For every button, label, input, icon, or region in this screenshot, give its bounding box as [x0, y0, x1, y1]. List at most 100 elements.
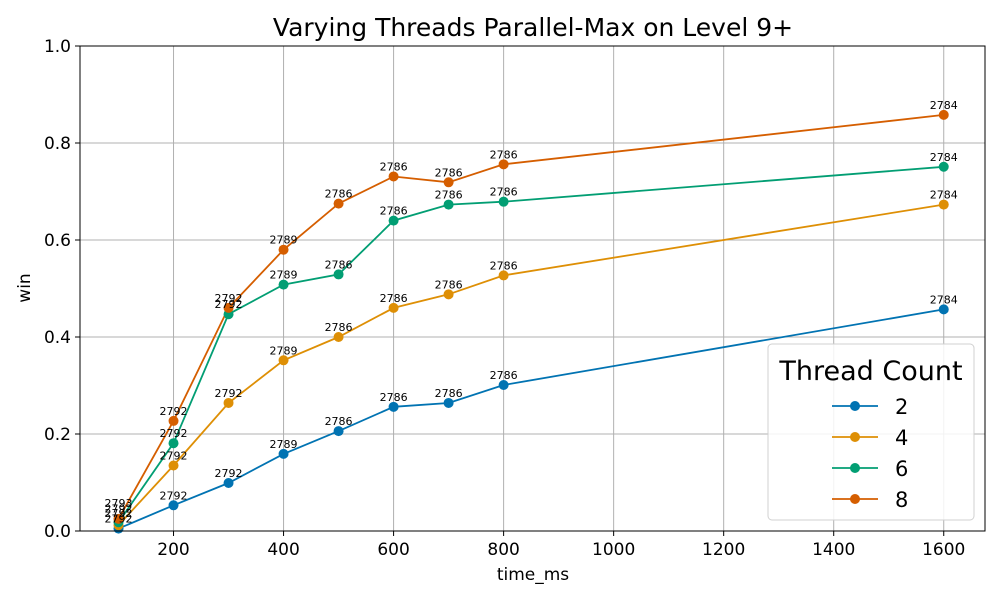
- data-point-8: [498, 159, 509, 170]
- y-tick-label: 1.0: [44, 37, 71, 57]
- legend-marker-6: [850, 463, 860, 473]
- data-label-2: 2786: [435, 387, 463, 400]
- legend-marker-4: [850, 432, 860, 442]
- legend-marker-8: [850, 494, 860, 504]
- data-point-4: [938, 199, 949, 210]
- data-label-6: 2786: [435, 189, 463, 202]
- data-point-2: [168, 500, 179, 511]
- data-label-2: 2784: [930, 293, 958, 306]
- data-point-2: [278, 448, 289, 459]
- x-tick-label: 1000: [592, 540, 635, 560]
- data-label-8: 2786: [490, 148, 518, 161]
- data-point-8: [168, 415, 179, 426]
- data-label-6: 2786: [490, 186, 518, 199]
- data-label-6: 2789: [270, 269, 298, 282]
- data-point-6: [388, 215, 399, 226]
- legend-title: Thread Count: [778, 356, 962, 387]
- data-label-8: 2792: [160, 405, 188, 418]
- plot-frame: [79, 45, 986, 532]
- legend-label-2: 2: [895, 395, 908, 419]
- y-axis-label: win: [15, 273, 35, 302]
- data-label-6: 2786: [380, 205, 408, 218]
- data-point-4: [388, 302, 399, 313]
- data-point-2: [333, 426, 344, 437]
- legend-label-8: 8: [895, 488, 908, 512]
- data-label-4: 2792: [105, 507, 133, 520]
- legend: Thread Count 2 4 6 8: [767, 343, 975, 521]
- legend-label-6: 6: [895, 457, 908, 481]
- data-label-8: 2786: [380, 160, 408, 173]
- data-point-8: [278, 244, 289, 255]
- data-point-6: [498, 196, 509, 207]
- data-point-8: [938, 109, 949, 120]
- data-label-4: 2784: [930, 189, 958, 202]
- y-tick-label: 0.6: [44, 231, 71, 251]
- data-point-4: [278, 355, 289, 366]
- data-point-6: [168, 438, 179, 449]
- data-point-4: [168, 460, 179, 471]
- data-point-2: [498, 380, 509, 391]
- data-label-8: 2793: [105, 497, 133, 510]
- data-point-8: [333, 198, 344, 209]
- data-point-2: [223, 477, 234, 488]
- data-label-6: 2792: [105, 502, 133, 515]
- y-tick-label: 0.8: [44, 134, 71, 154]
- data-point-2: [938, 304, 949, 315]
- data-label-8: 2786: [325, 188, 353, 201]
- data-label-6: 2792: [160, 427, 188, 440]
- data-label-4: 2786: [325, 321, 353, 334]
- data-point-8: [388, 171, 399, 182]
- data-label-8: 2792: [215, 292, 243, 305]
- y-tick-label: 0.4: [44, 328, 71, 348]
- data-point-4: [498, 270, 509, 281]
- x-axis-label: time_ms: [497, 565, 569, 585]
- data-point-8: [113, 513, 124, 524]
- data-point-6: [938, 161, 949, 172]
- axis-ticks: 200 400 600 800 1000 1200 1400 1600 0.0 0.2 0.4 0.6…: [44, 37, 965, 560]
- data-label-2: 2786: [380, 391, 408, 404]
- data-label-8: 2784: [930, 99, 958, 112]
- x-tick-label: 1200: [702, 540, 745, 560]
- data-label-6: 2786: [325, 258, 353, 271]
- x-tick-label: 1600: [922, 540, 965, 560]
- data-label-4: 2786: [380, 292, 408, 305]
- legend-box: [767, 343, 975, 521]
- y-tick-label: 0.0: [44, 522, 71, 542]
- data-label-8: 2789: [270, 234, 298, 247]
- legend-label-4: 4: [895, 426, 908, 450]
- chart-title: Varying Threads Parallel-Max on Level 9+: [273, 13, 793, 42]
- data-point-4: [333, 332, 344, 342]
- data-point-6: [443, 199, 454, 210]
- data-label-6: 2792: [215, 298, 243, 311]
- data-label-2: 2792: [105, 513, 133, 526]
- data-label-2: 2786: [325, 415, 353, 428]
- data-label-2: 2792: [160, 489, 188, 502]
- y-tick-label: 0.2: [44, 425, 71, 445]
- data-point-8: [443, 177, 454, 188]
- data-label-4: 2786: [490, 259, 518, 272]
- data-point-6: [333, 269, 344, 280]
- series-points: [113, 109, 949, 534]
- data-label-6: 2784: [930, 151, 958, 164]
- data-label-4: 2789: [270, 344, 298, 357]
- data-point-2: [443, 397, 454, 408]
- data-label-4: 2792: [160, 450, 188, 463]
- data-point-4: [223, 397, 234, 408]
- data-point-4: [443, 289, 454, 300]
- data-point-2: [388, 401, 399, 412]
- x-tick-label: 600: [377, 540, 409, 560]
- data-label-2: 2786: [490, 369, 518, 382]
- data-label-4: 2786: [435, 278, 463, 291]
- legend-items: 2 4 6 8: [832, 395, 908, 512]
- data-label-2: 2789: [270, 438, 298, 451]
- data-point-6: [278, 279, 289, 290]
- data-label-4: 2792: [215, 387, 243, 400]
- x-tick-label: 400: [267, 540, 299, 560]
- data-label-2: 2792: [215, 467, 243, 480]
- data-point-8: [223, 302, 234, 313]
- legend-marker-2: [850, 401, 860, 411]
- x-tick-label: 1400: [812, 540, 855, 560]
- x-tick-label: 800: [487, 540, 519, 560]
- x-tick-label: 200: [157, 540, 189, 560]
